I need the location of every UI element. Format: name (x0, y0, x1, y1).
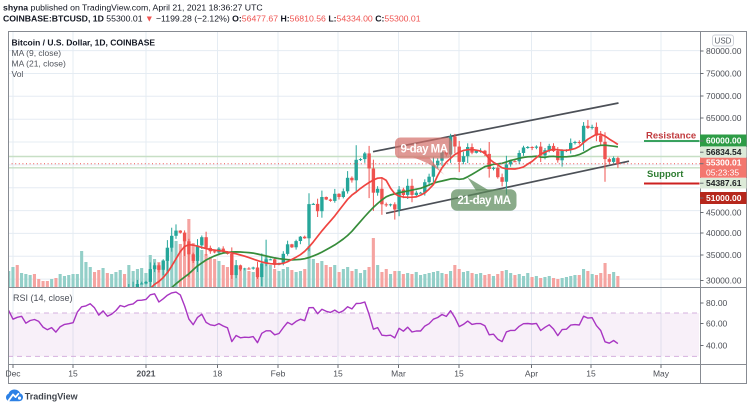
svg-text:40000.00: 40000.00 (706, 228, 742, 238)
svg-text:35000.00: 35000.00 (706, 250, 742, 260)
svg-text:Resistance: Resistance (646, 131, 696, 142)
svg-text:56834.54: 56834.54 (706, 147, 742, 157)
svg-text:15: 15 (454, 369, 464, 379)
svg-text:05:23:35: 05:23:35 (706, 167, 739, 177)
svg-text:2021: 2021 (137, 369, 156, 379)
svg-text:18: 18 (213, 369, 223, 379)
svg-text:Support: Support (647, 169, 684, 180)
svg-text:Vol: Vol (12, 69, 24, 79)
svg-text:MA (9, close): MA (9, close) (12, 48, 62, 58)
svg-text:USD: USD (715, 36, 732, 45)
svg-text:15: 15 (333, 369, 343, 379)
svg-text:70000.00: 70000.00 (706, 91, 742, 101)
svg-text:TradingView: TradingView (25, 392, 79, 402)
svg-text:COINBASE:BTCUSD, 1D 55300.01 ▼: COINBASE:BTCUSD, 1D 55300.01 ▼ −1199.28 … (3, 14, 421, 24)
svg-text:54387.61: 54387.61 (706, 178, 742, 188)
svg-text:Feb: Feb (271, 369, 286, 379)
svg-text:15: 15 (68, 369, 78, 379)
svg-text:21-day MA: 21-day MA (457, 195, 510, 207)
svg-text:15: 15 (586, 369, 596, 379)
svg-text:Mar: Mar (391, 369, 406, 379)
svg-text:May: May (653, 369, 670, 379)
svg-text:55300.01: 55300.01 (706, 158, 742, 168)
svg-text:shyna published on TradingView: shyna published on TradingView.com, Apri… (3, 3, 263, 13)
svg-text:Bitcoin / U.S. Dollar, 1D, COI: Bitcoin / U.S. Dollar, 1D, COINBASE (12, 38, 156, 48)
svg-text:Dec: Dec (5, 369, 21, 379)
svg-text:65000.00: 65000.00 (706, 113, 742, 123)
svg-text:60000.00: 60000.00 (706, 136, 742, 146)
svg-text:80.00: 80.00 (706, 298, 728, 308)
svg-text:45000.00: 45000.00 (706, 208, 742, 218)
svg-text:75000.00: 75000.00 (706, 69, 742, 79)
svg-text:40.00: 40.00 (706, 341, 728, 351)
svg-text:30000.00: 30000.00 (706, 276, 742, 286)
svg-text:80000.00: 80000.00 (706, 46, 742, 56)
svg-text:9-day MA: 9-day MA (400, 144, 447, 156)
svg-text:51000.00: 51000.00 (706, 193, 742, 203)
svg-text:60.00: 60.00 (706, 319, 728, 329)
svg-text:RSI (14, close): RSI (14, close) (13, 293, 73, 303)
svg-text:MA (21, close): MA (21, close) (12, 59, 66, 69)
svg-text:Apr: Apr (525, 369, 538, 379)
